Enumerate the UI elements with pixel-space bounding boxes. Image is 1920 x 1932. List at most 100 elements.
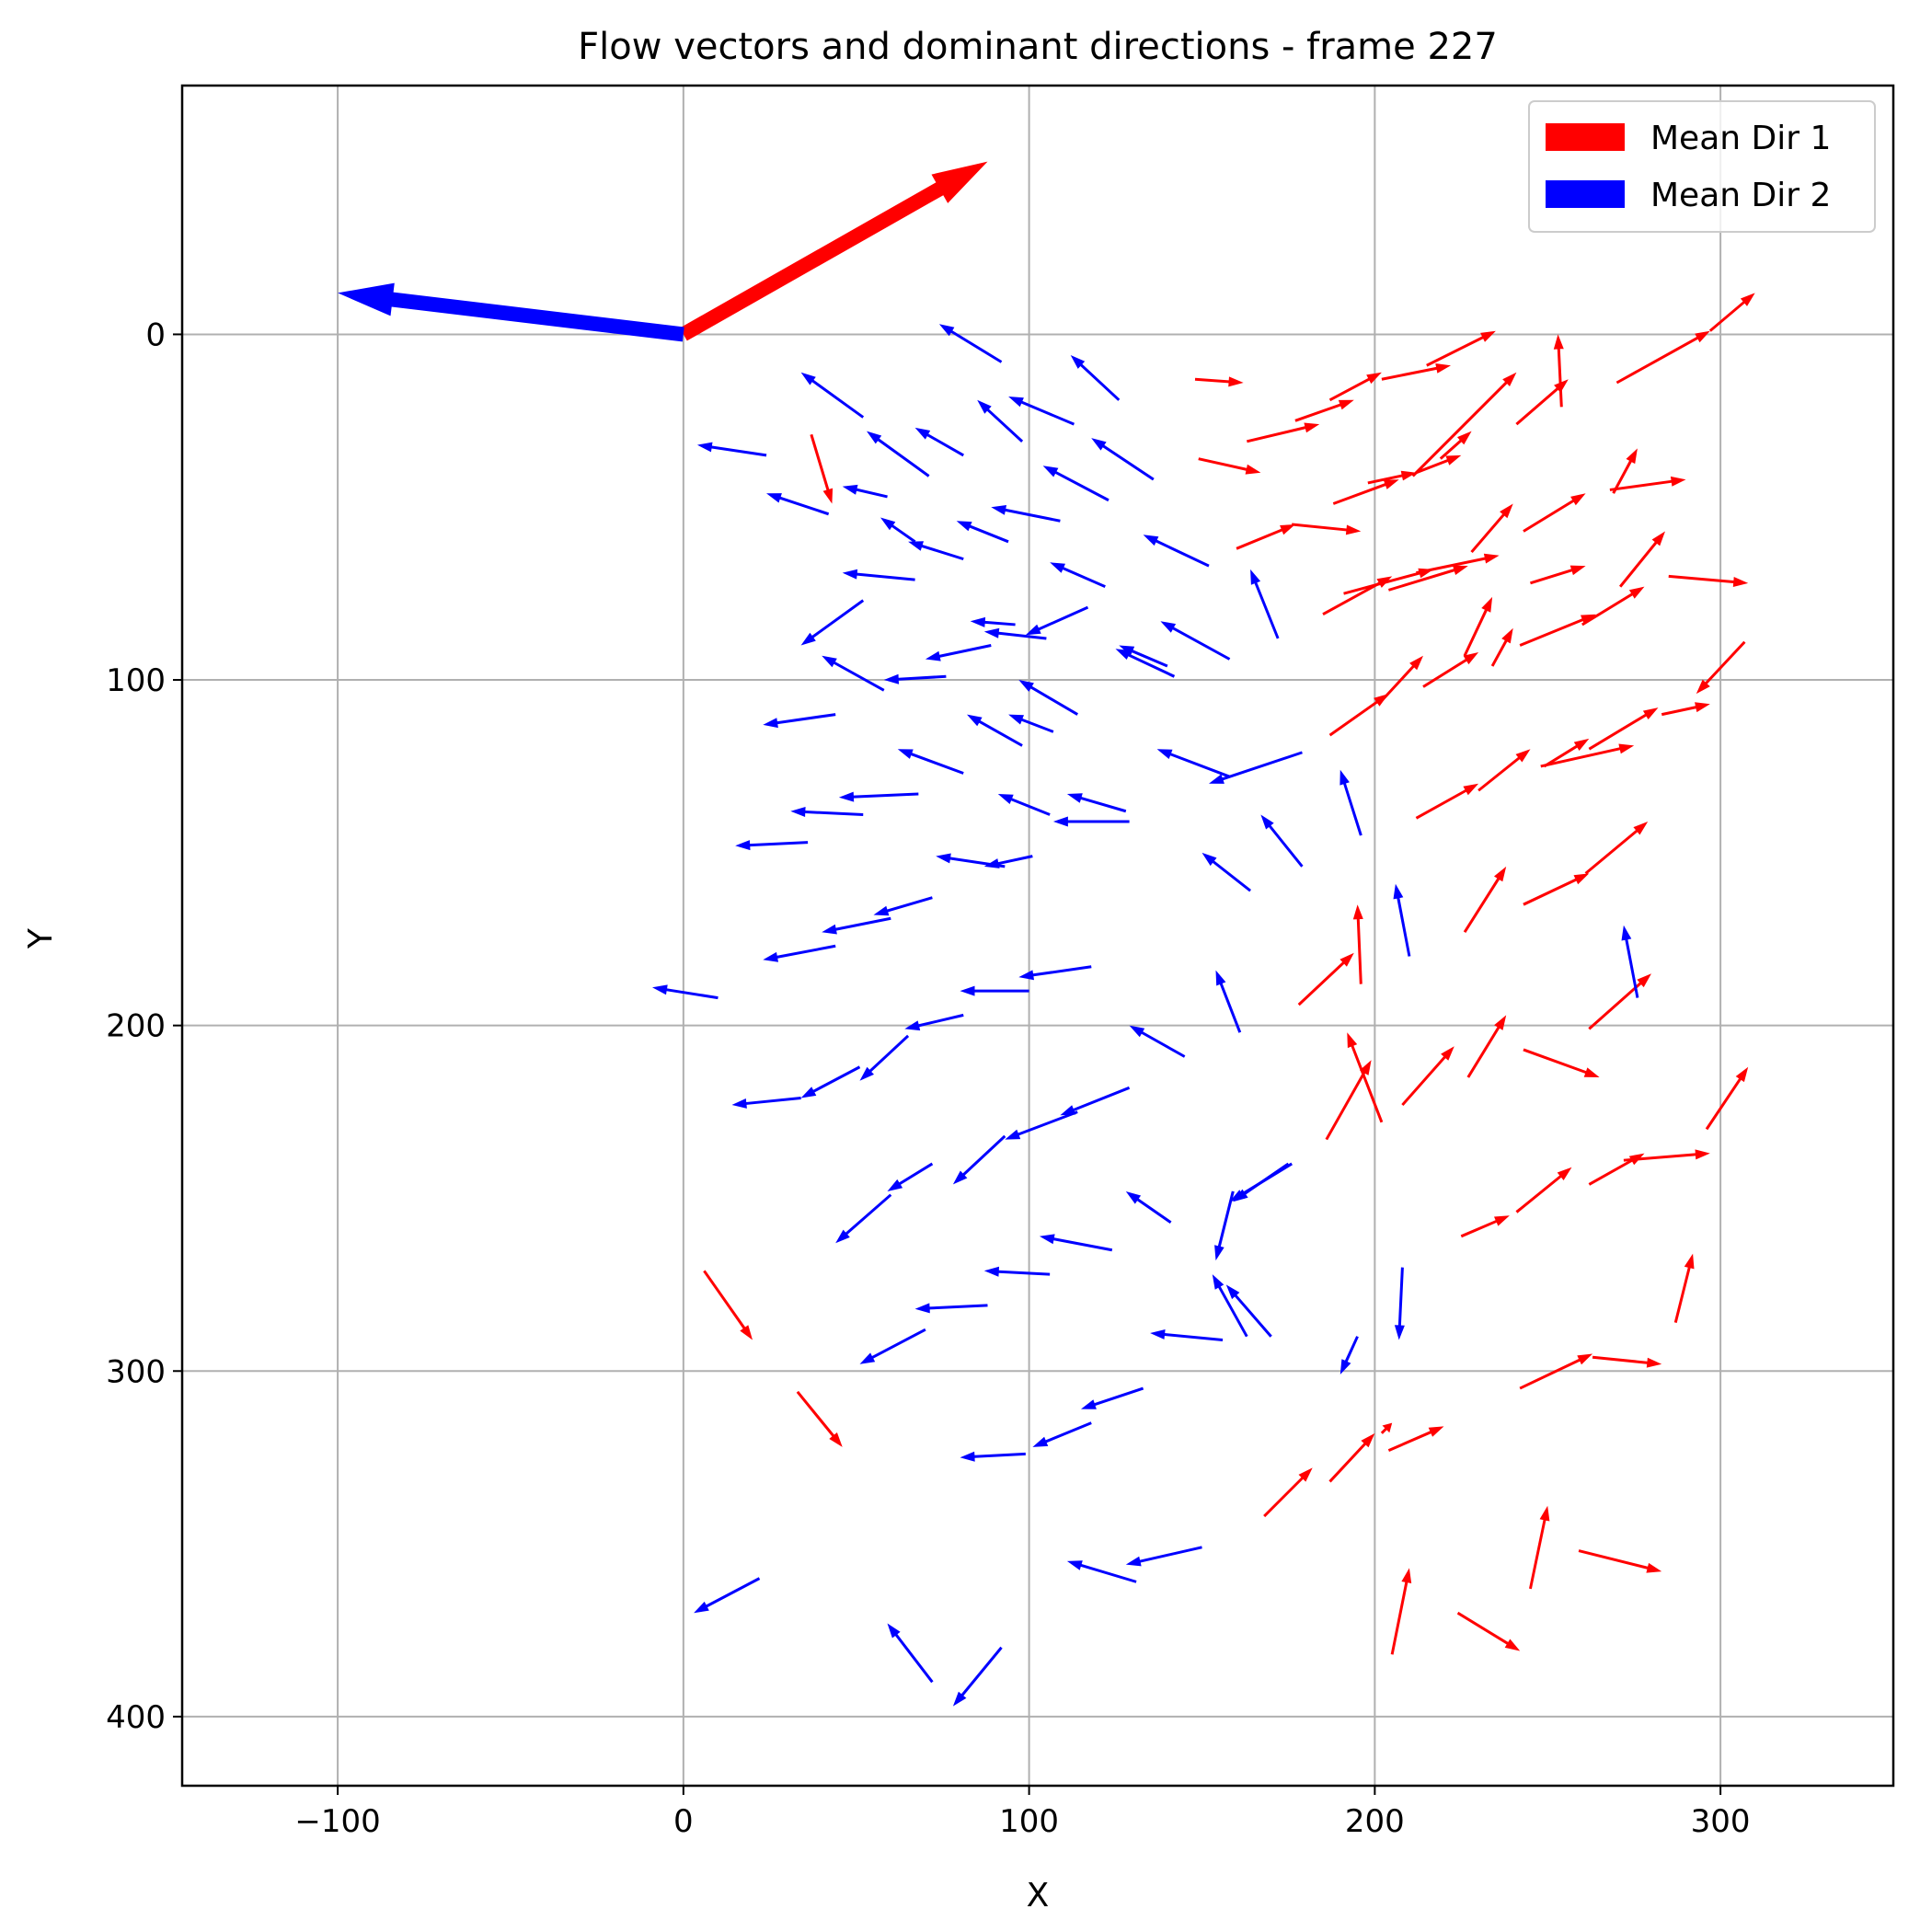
flow-vector-1-40 [1540,743,1635,768]
legend-label-mean-dir-2: Mean Dir 2 [1650,177,1831,214]
flow-vector-2-43 [1260,814,1304,868]
flow-vector-2-39 [790,807,864,817]
axis-ticks: −100 0 100 200 300 0 100 200 300 400 [106,316,1750,1840]
flow-vector-2-86 [887,1623,934,1684]
flow-vector-2-20 [925,644,992,661]
flow-vector-1-13 [1439,431,1472,460]
flow-vector-1-27 [1668,574,1749,587]
flow-vector-2-58 [1129,1025,1186,1058]
flow-vector-2-32 [1008,714,1054,733]
flow-vector-1-18 [1236,524,1295,550]
flow-vector-2-42 [1339,769,1362,836]
flow-vector-2-40 [838,791,919,802]
flow-vector-1-67 [1328,1432,1375,1483]
flow-vector-1-72 [1456,1611,1521,1651]
flow-vector-1-8 [1247,422,1320,443]
flow-vector-1-33 [1422,652,1479,688]
flow-vector-2-63 [1005,1110,1078,1140]
mean-direction-arrow-1 [679,161,988,341]
flow-vector-2-9 [842,484,888,499]
flow-vector-2-73 [1225,1284,1272,1338]
flow-vector-1-53 [1401,1046,1454,1106]
flow-vector-1-22 [1612,448,1638,494]
flow-vector-2-12 [880,517,916,543]
y-tick-label-4: 400 [106,1699,166,1736]
flow-vector-2-37 [997,794,1051,816]
flow-vector-1-11 [1515,379,1569,426]
y-axis-title: Y [22,927,60,949]
x-tick-label-1: 0 [673,1803,694,1840]
flow-vector-2-36 [897,749,964,775]
x-tick-label-0: −100 [294,1803,380,1840]
flow-vector-2-4 [1008,397,1075,426]
x-tick-label-2: 100 [999,1803,1059,1840]
flow-vector-1-59 [1623,1149,1710,1162]
flow-vector-2-46 [1201,852,1251,892]
flow-vector-2-2 [800,372,865,419]
flow-vector-2-35 [1209,751,1303,784]
flow-vector-2-67 [887,1162,934,1191]
flow-vector-2-19 [800,599,865,646]
legend-label-mean-dir-1: Mean Dir 1 [1650,120,1831,157]
flow-vector-2-25 [1119,645,1168,668]
flow-vector-2-24 [1250,569,1280,639]
flow-vector-2-5 [696,442,767,457]
flow-vector-1-46 [1523,873,1590,906]
flow-vector-1-19 [1292,523,1362,535]
flow-vector-2-8 [914,427,964,457]
flow-vector-1-55 [1325,1060,1372,1141]
flow-vector-2-45 [735,840,809,851]
flow-vector-1-51 [1523,1048,1600,1077]
flow-vector-1-17 [1609,476,1686,491]
flow-vector-2-50 [822,916,891,935]
legend-swatch-mean-dir-2 [1546,180,1625,208]
flow-vector-2-34 [1156,749,1231,778]
flow-vector-2-56 [1215,970,1242,1033]
x-tick-label-4: 300 [1691,1803,1751,1840]
flow-vector-2-59 [859,1034,910,1081]
flow-vector-1-39 [1588,707,1659,751]
flow-vector-2-54 [960,985,1029,996]
legend: Mean Dir 1 Mean Dir 2 [1528,100,1876,233]
flow-vector-2-75 [1394,1267,1405,1340]
flow-vector-2-70 [1214,1190,1235,1261]
mean-direction-arrows [338,161,988,342]
flow-vector-2-1 [1070,355,1121,401]
flow-vector-2-87 [952,1646,1003,1707]
mean-direction-arrow-2 [338,282,684,342]
legend-swatch-mean-dir-1 [1546,123,1625,151]
flow-vector-2-27 [1115,649,1176,678]
flow-vector-2-62 [1060,1086,1131,1116]
flow-vector-1-62 [1519,1353,1593,1390]
flow-vector-1-26 [1619,531,1665,588]
flow-vector-2-76 [983,1266,1051,1277]
flow-vector-1-49 [1347,1032,1384,1123]
flow-vector-2-16 [1143,535,1210,568]
flow-vector-2-53 [652,984,719,1000]
flow-vector-2-29 [883,673,947,684]
flow-vector-1-43 [1415,783,1479,820]
flow-vector-1-42 [1477,749,1531,792]
flow-vector-2-82 [960,1451,1026,1462]
flow-vector-2-28 [822,655,885,692]
flow-vector-1-9 [1198,457,1261,475]
flow-vector-1-35 [1696,640,1746,695]
flow-vector-2-14 [991,505,1061,523]
flow-vector-1-63 [703,1270,753,1340]
flow-vector-2-51 [763,944,836,962]
flow-vector-2-72 [1212,1274,1248,1338]
flow-vector-2-47 [936,853,1006,868]
flow-vector-2-11 [766,493,830,516]
flow-vector-2-18 [842,569,915,581]
flow-vector-1-45 [1463,866,1507,933]
flow-vector-1-69 [1529,1505,1550,1590]
flow-vector-1-68 [1263,1467,1313,1518]
flow-vector-2-78 [859,1328,926,1364]
flow-vector-1-29 [1343,568,1434,595]
flow-vector-1-6 [1328,372,1382,402]
flow-vector-1-0 [1194,376,1244,387]
y-tick-label-2: 200 [106,1008,166,1045]
flow-vector-2-80 [1081,1386,1144,1409]
flow-vector-1-36 [1328,694,1389,737]
x-tick-label-3: 200 [1345,1803,1405,1840]
